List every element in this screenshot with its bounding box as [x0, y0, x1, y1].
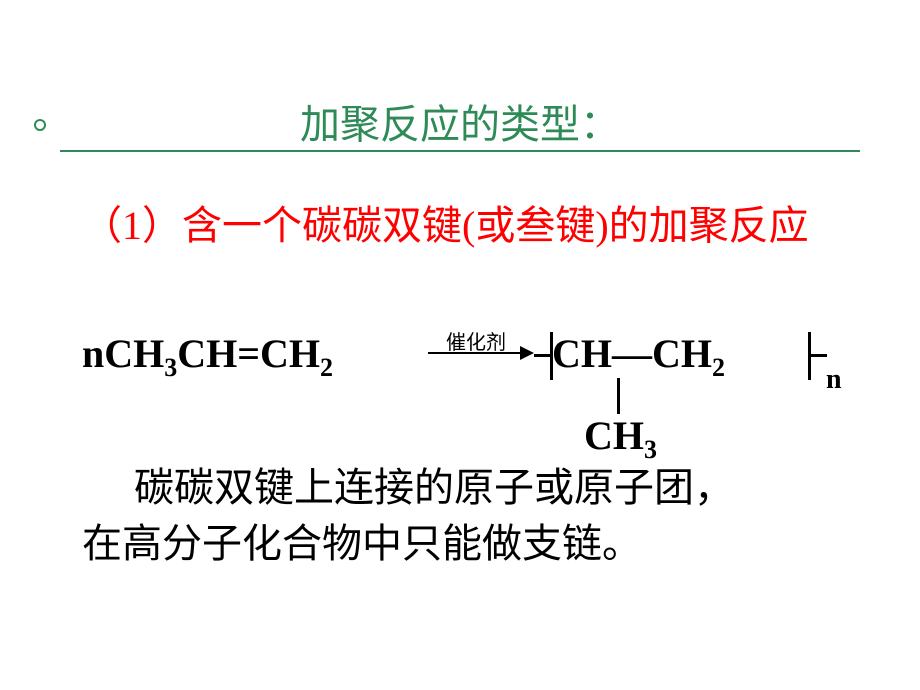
- reactant-chch: CH=CH: [177, 331, 320, 376]
- product-chch: CH—CH: [552, 331, 712, 376]
- reaction-equation: nCH3CH=CH2 催化剂 CH—CH2 n CH3: [82, 330, 862, 450]
- body-line2: 在高分子化合物中只能做支链。: [82, 521, 642, 566]
- coeff-n: n: [82, 331, 104, 376]
- reaction-arrow: [428, 352, 532, 354]
- reactant: nCH3CH=CH2: [82, 330, 333, 383]
- bracket-right: [802, 332, 816, 380]
- reactant-ch: CH: [104, 331, 164, 376]
- reactant-sub3: 3: [164, 353, 177, 382]
- body-text: 碳碳双键上连接的原子或原子团， 在高分子化合物中只能做支链。: [82, 460, 852, 572]
- product-sub2: 2: [712, 353, 725, 382]
- subscript-n: n: [826, 364, 842, 396]
- branch-ch: CH: [584, 413, 644, 458]
- slide-title: 加聚反应的类型：: [0, 92, 920, 150]
- reactant-sub2: 2: [320, 353, 333, 382]
- subtitle-text-b: (或叁键): [462, 203, 609, 248]
- branch-bond: [617, 378, 620, 414]
- title-underline: [60, 150, 860, 152]
- branch-group: CH3: [584, 412, 657, 465]
- product: CH—CH2: [542, 330, 725, 383]
- catalyst-label: 催化剂: [446, 326, 506, 355]
- subtitle-text-c: 的加聚反应: [609, 203, 809, 248]
- subtitle-number: （1）: [82, 203, 182, 248]
- body-line1: 碳碳双键上连接的原子或原子团，: [82, 460, 852, 516]
- subtitle: （1）含一个碳碳双键(或叁键)的加聚反应: [82, 200, 862, 252]
- subtitle-text-a: 含一个碳碳双键: [182, 203, 462, 248]
